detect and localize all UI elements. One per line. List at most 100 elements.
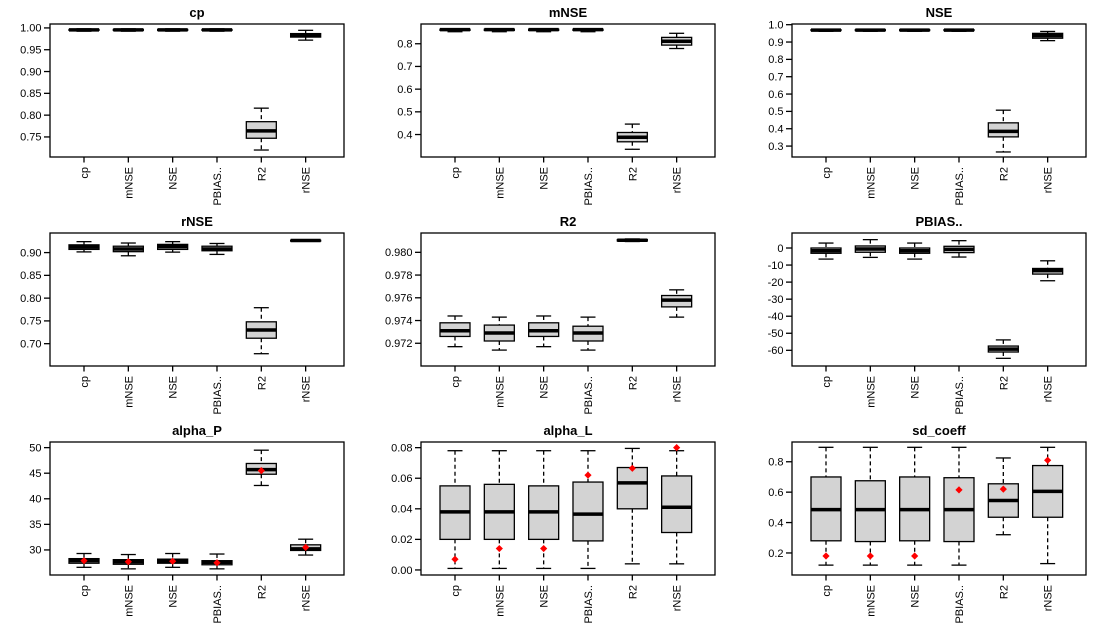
x-tick-label: rNSE — [301, 585, 313, 611]
panel-title: rNSE — [181, 214, 213, 229]
panel-title: PBIAS.. — [916, 214, 963, 229]
x-tick-label: rNSE — [672, 585, 684, 611]
box-rNSE — [289, 538, 322, 556]
box-rNSE — [289, 29, 322, 41]
box-rNSE — [660, 289, 693, 318]
y-tick-label: 45 — [29, 468, 41, 480]
y-tick-label: 0.90 — [20, 247, 41, 259]
x-tick-label: rNSE — [1043, 585, 1055, 611]
plot-border — [791, 232, 1087, 367]
box-cp — [68, 28, 100, 32]
panel-r2: R2 0.972 0.974 0.976 0.978 0.980 cp mNSE NSE PBIA… — [385, 214, 716, 415]
x-tick-label: mNSE — [865, 167, 877, 199]
y-tick-label: 0.75 — [20, 132, 41, 144]
y-tick-label: 35 — [29, 519, 41, 531]
box-rNSE — [660, 32, 693, 50]
mean-marker — [213, 559, 221, 567]
x-tick-label: cp — [79, 376, 91, 388]
mean-marker — [822, 552, 830, 560]
x-tick-label: cp — [79, 585, 91, 597]
box-NSE — [157, 552, 189, 568]
plot-border — [49, 23, 345, 158]
x-tick-label: R2 — [627, 585, 639, 599]
mean-marker — [302, 543, 310, 551]
y-tick-label: 1.00 — [20, 23, 41, 35]
x-tick-label: PBIAS.. — [583, 376, 595, 415]
iqr-box — [616, 466, 648, 510]
box-cp — [810, 242, 842, 260]
box-NSE — [899, 242, 931, 260]
x-tick-label: PBIAS.. — [954, 167, 966, 206]
y-tick-label: 0.8 — [768, 54, 783, 66]
box-NSE — [899, 446, 931, 566]
box-NSE — [528, 450, 560, 570]
x-tick-label: cp — [450, 376, 462, 388]
x-tick-label: mNSE — [865, 585, 877, 617]
x-tick-label: cp — [821, 376, 833, 388]
plot-border — [420, 23, 716, 158]
box-R2 — [987, 457, 1019, 536]
box-NSE — [899, 28, 931, 32]
y-tick-label: -20 — [768, 277, 784, 289]
x-tick-label: NSE — [539, 376, 551, 399]
mean-marker — [999, 485, 1007, 493]
x-tick-label: NSE — [168, 585, 180, 608]
y-tick-label: 0.70 — [20, 338, 41, 350]
x-tick-label: PBIAS.. — [212, 376, 224, 415]
x-tick-label: rNSE — [301, 376, 313, 402]
x-tick-label: rNSE — [672, 376, 684, 402]
panel-title: sd_coeff — [912, 423, 966, 438]
y-tick-label: 0.972 — [385, 338, 413, 350]
iqr-box — [660, 475, 693, 534]
box-PBIAS.. — [572, 316, 604, 351]
box-R2 — [616, 238, 648, 243]
box-R2 — [987, 339, 1019, 359]
x-tick-label: mNSE — [494, 167, 506, 199]
y-tick-label: 0.85 — [20, 88, 41, 100]
y-tick-label: 0.85 — [20, 270, 41, 282]
y-tick-label: 0.3 — [768, 141, 783, 153]
x-tick-label: PBIAS.. — [583, 167, 595, 206]
mean-marker — [955, 486, 963, 494]
y-tick-label: 0 — [777, 243, 783, 255]
y-tick-label: 0.80 — [20, 110, 41, 122]
box-mNSE — [112, 242, 144, 257]
x-tick-label: R2 — [627, 376, 639, 390]
y-tick-label: 0.5 — [768, 106, 783, 118]
mean-marker — [451, 555, 459, 563]
x-tick-label: R2 — [256, 585, 268, 599]
plot-border — [49, 441, 345, 576]
x-tick-label: PBIAS.. — [583, 585, 595, 624]
y-tick-label: 0.8 — [768, 457, 783, 469]
panel-cp: cp 0.75 0.80 0.85 0.90 0.95 1.00 cp mNSE NSE PBIAS… — [20, 5, 345, 206]
box-R2 — [245, 107, 277, 151]
panel-mnse: mNSE 0.4 0.5 0.6 0.7 0.8 cp mNSE NSE PBIAS.. R2 rNS… — [397, 5, 716, 206]
y-tick-label: 0.2 — [768, 548, 783, 560]
y-tick-label: 0.6 — [768, 487, 783, 499]
box-cp — [439, 27, 471, 33]
box-cp — [68, 241, 100, 253]
box-PBIAS.. — [201, 242, 233, 256]
box-NSE — [528, 315, 560, 348]
box-rNSE — [289, 238, 322, 243]
box-mNSE — [854, 28, 886, 32]
box-PBIAS.. — [943, 240, 975, 258]
x-tick-label: PBIAS.. — [212, 167, 224, 206]
mean-marker — [169, 557, 177, 565]
box-PBIAS.. — [943, 28, 975, 32]
y-tick-label: 30 — [29, 545, 41, 557]
box-mNSE — [112, 553, 144, 570]
box-R2 — [616, 447, 648, 565]
x-tick-label: R2 — [256, 167, 268, 181]
box-mNSE — [483, 27, 515, 33]
panel-title: R2 — [560, 214, 577, 229]
box-NSE — [528, 27, 560, 33]
mean-marker — [495, 544, 503, 553]
box-PBIAS.. — [943, 446, 975, 566]
y-tick-label: 0.80 — [20, 293, 41, 305]
x-tick-label: R2 — [998, 585, 1010, 599]
x-tick-label: cp — [821, 585, 833, 597]
box-PBIAS.. — [572, 450, 604, 570]
y-tick-label: 1.0 — [768, 19, 783, 31]
